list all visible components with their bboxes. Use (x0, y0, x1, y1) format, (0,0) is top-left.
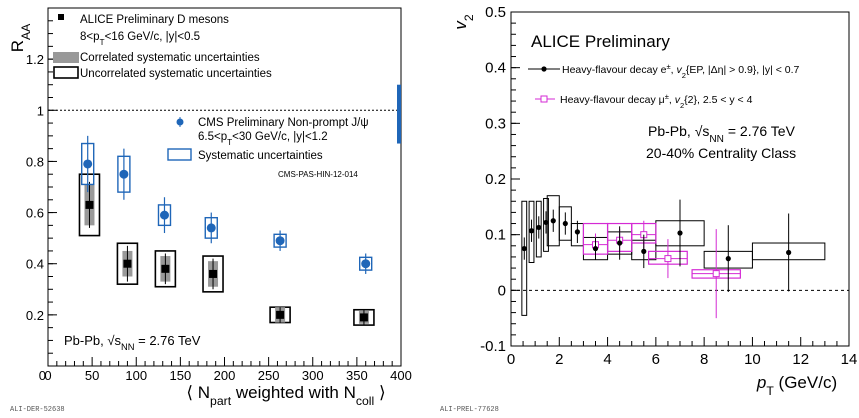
electron-point (725, 256, 731, 262)
left-x-tick-label: 50 (85, 368, 99, 383)
legend-cms-line2: 6.5<pT<30 GeV/c, |y|<1.2 (198, 131, 328, 147)
left-chart: 0 50 100 150 200 250 300 350 400 0.2 0.4 0.6 0.8 1 1.2… (8, 7, 412, 414)
right-y-tick-label: 0 (498, 282, 506, 299)
electron-point (786, 249, 792, 256)
right-x-tick-label: 10 (744, 351, 761, 368)
electron-syst-box (521, 200, 528, 316)
left-x-tick-label: 400 (390, 368, 412, 383)
legend-cms-line1: CMS Preliminary Non-prompt J/ψ (198, 117, 369, 129)
alice-point (276, 310, 285, 319)
muon-point (664, 255, 672, 263)
electron-point (574, 229, 580, 235)
legend-alice-line1: ALICE Preliminary D mesons (80, 14, 229, 26)
alice-point (85, 200, 94, 209)
right-x-tick-label: 2 (555, 351, 563, 368)
right-y-tick-label: 0.4 (485, 60, 506, 77)
electron-syst-box (535, 200, 542, 258)
legend-alice-marker (58, 14, 64, 20)
left-y-tick-label: 1 (37, 103, 44, 118)
alice-uncorr-syst-box (116, 242, 139, 285)
left-y-tick-label: 0.6 (26, 206, 44, 221)
right-y-tick-label: 0.3 (485, 115, 506, 132)
legend-cms-syst-swatch (167, 148, 192, 161)
legend-uncorr-label: Uncorrelated systematic uncertainties (80, 68, 272, 80)
left-y-tick-label: 0.8 (26, 154, 44, 169)
cms-point (159, 210, 169, 220)
right-x-tick-label: 4 (603, 351, 611, 368)
left-x-tick-label: 0 (44, 368, 51, 383)
left-x-tick-label: 100 (125, 368, 147, 383)
electron-point (521, 245, 527, 252)
electron-point (562, 220, 568, 227)
left-x-tick-label: 300 (302, 368, 324, 383)
electron-point (677, 230, 683, 236)
left-y-axis-title: RAA (8, 23, 33, 52)
right-system-line1: Pb-Pb, √sNN = 2.76 TeV (648, 123, 796, 145)
left-y-tick-label: 1.2 (26, 52, 44, 67)
right-system-line2: 20-40% Centrality Class (646, 145, 796, 161)
legend-corr-label: Correlated systematic uncertainties (80, 52, 260, 64)
legend-e-marker (541, 66, 547, 72)
legend-alice-line2: 8<pT<16 GeV/c, |y|<0.5 (80, 31, 200, 47)
alice-uncorr-syst-box (78, 173, 101, 237)
muon-point (712, 270, 720, 278)
electron-point (550, 218, 556, 224)
right-x-tick-label: 14 (841, 351, 858, 368)
right-x-tick-label: 12 (792, 351, 809, 368)
legend-corr-swatch (53, 52, 79, 63)
left-y-tick-label: 0.4 (26, 257, 44, 272)
electron-syst-box (543, 197, 549, 252)
left-global-uncertainty (397, 84, 401, 144)
left-x-axis-title: ⟨ Npart weighted with Ncoll ⟩ (186, 383, 385, 408)
electron-syst-box (528, 200, 535, 263)
right-frame (510, 11, 850, 347)
right-x-tick-label: 6 (652, 351, 660, 368)
cms-point (119, 169, 129, 179)
left-x-tick-label: 250 (258, 368, 280, 383)
alice-point (359, 313, 368, 322)
left-x-origin-label: 0 (39, 368, 46, 383)
cms-point (83, 159, 93, 169)
legend-cms-marker (176, 118, 184, 126)
electron-point (641, 248, 647, 254)
right-x-axis-title: pT (GeV/c) (756, 373, 837, 398)
cms-point (206, 223, 216, 233)
alice-point (209, 269, 218, 278)
right-y-tick-label: 0.5 (485, 4, 506, 21)
electron-point (536, 224, 542, 231)
cms-point (361, 259, 371, 269)
left-x-tick-label: 150 (170, 368, 192, 383)
legend-e-label: Heavy-flavour decay e±, v2{EP, |Δη| > 0.… (562, 62, 800, 80)
electron-point (617, 240, 623, 246)
right-x-tick-label: 8 (700, 351, 708, 368)
electron-point (528, 228, 535, 234)
right-y-axis-title: v2 (451, 14, 476, 30)
cms-point (275, 236, 285, 246)
alice-uncorr-syst-box (202, 255, 224, 293)
right-title: ALICE Preliminary (531, 32, 670, 51)
right-y-tick-label: 0.1 (485, 227, 506, 244)
left-watermark: ALI-DER-52638 (10, 406, 65, 414)
alice-point (123, 259, 132, 268)
alice-uncorr-syst-box (154, 250, 177, 288)
left-x-tick-label: 350 (346, 368, 368, 383)
right-y-tick-label: 0.2 (485, 171, 506, 188)
right-watermark: ALI-PREL-77628 (440, 406, 499, 414)
electron-point (543, 219, 549, 226)
right-y-tick-label: -0.1 (480, 338, 506, 355)
legend-mu-marker (540, 95, 548, 103)
electron-point (592, 245, 599, 252)
legend-cms-syst-label: Systematic uncertainties (198, 150, 323, 162)
right-x-tick-label: 0 (507, 351, 515, 368)
left-system-label: Pb-Pb, √sNN = 2.76 TeV (64, 333, 201, 352)
legend-uncorr-swatch (53, 66, 79, 79)
alice-point (161, 264, 170, 273)
left-y-tick-label: 0.2 (26, 308, 44, 323)
legend-cms-ref: CMS-PAS-HIN-12-014 (278, 170, 358, 179)
left-x-tick-label: 200 (214, 368, 236, 383)
legend-mu-label: Heavy-flavour decay μ±, v2{2}, 2.5 < y <… (560, 92, 753, 110)
